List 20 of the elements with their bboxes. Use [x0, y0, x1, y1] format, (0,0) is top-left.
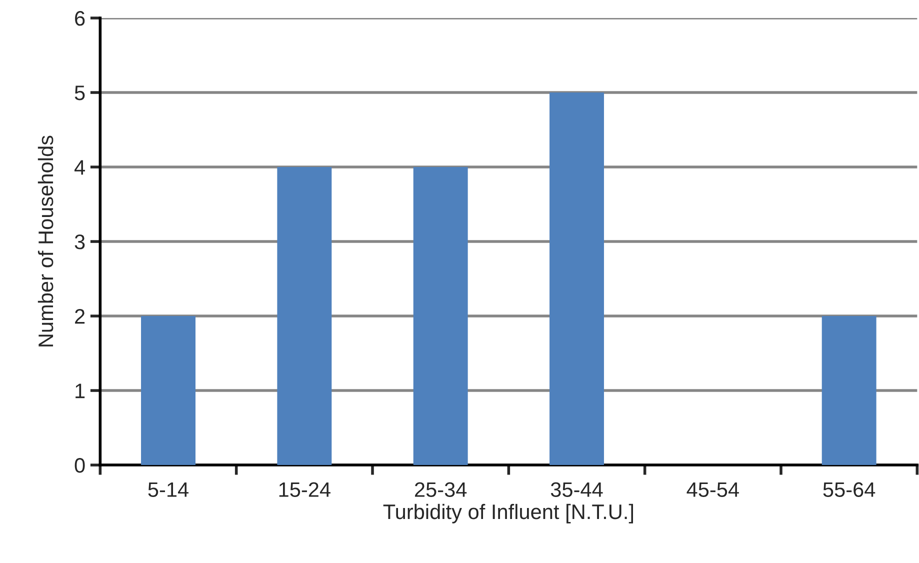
- bar: [550, 92, 604, 466]
- y-tick-label: 5: [74, 86, 85, 100]
- y-tick-label: 1: [76, 384, 85, 398]
- y-tick-label: 0: [74, 458, 85, 473]
- bar: [413, 167, 468, 466]
- x-tick-label: 15-24: [279, 482, 330, 498]
- x-axis-title: Turbidity of Influent [N.T.U.]: [383, 504, 633, 524]
- x-tick-label: 25-34: [414, 482, 467, 498]
- x-tick-label: 55-64: [823, 482, 876, 498]
- bar: [822, 316, 876, 466]
- y-tick-label: 2: [75, 309, 85, 324]
- y-tick-label: 4: [74, 160, 85, 175]
- x-tick-label: 35-44: [550, 482, 603, 498]
- x-tick-label: 5-14: [148, 482, 188, 498]
- x-tick-label: 45-54: [686, 482, 739, 498]
- bar: [141, 316, 196, 466]
- y-axis-title: Number of Households: [38, 136, 54, 346]
- bar: [277, 167, 332, 466]
- y-tick-label: 6: [75, 11, 85, 26]
- y-tick-label: 3: [74, 234, 85, 250]
